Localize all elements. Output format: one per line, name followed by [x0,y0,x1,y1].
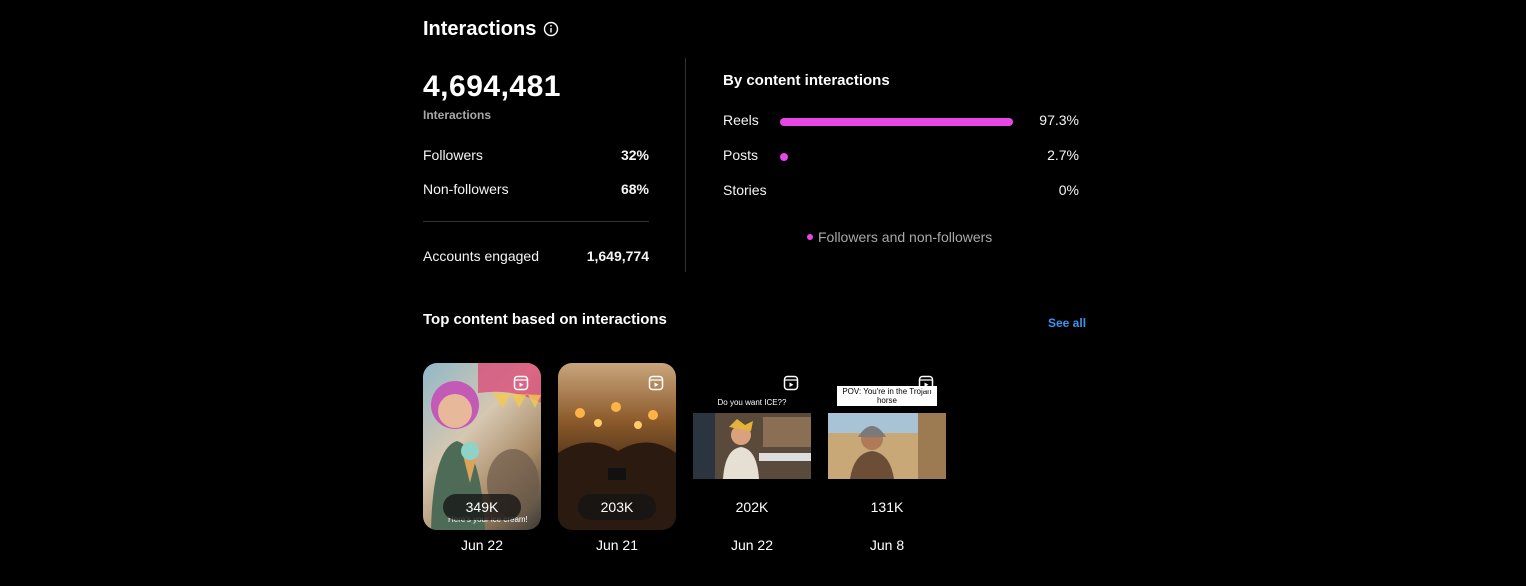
bar-track [780,118,1019,126]
legend: Followers and non-followers [807,229,992,245]
thumbnail-caption: POV: You're in the Trojan horse [837,386,937,406]
reel-thumbnail[interactable]: POV: You're in the Trojan horse 131K [828,363,946,530]
thumbnail-art [828,413,946,479]
thumbnail-art [693,413,811,479]
bar-row-posts: Posts 2.7% [723,147,1079,167]
legend-dot [807,234,813,240]
info-icon[interactable] [543,21,559,37]
bar-track [780,188,1019,196]
post-date: Jun 22 [460,537,504,553]
bar-percent: 0% [1058,182,1079,198]
bar-label: Stories [723,182,767,198]
post-date: Jun 21 [595,537,639,553]
reel-icon [513,375,529,391]
bar-track [780,153,1019,161]
reel-thumbnail[interactable]: 203K [558,363,676,530]
page-title: Interactions [423,18,537,40]
bar-percent: 97.3% [1039,112,1079,128]
interaction-count: 202K [735,499,769,515]
bar-label: Reels [723,112,759,128]
post-date: Jun 8 [869,537,905,553]
followers-label: Followers [423,147,483,163]
reel-icon [648,375,664,391]
accounts-engaged-label: Accounts engaged [423,248,539,264]
reel-icon [783,375,799,391]
reel-thumbnail[interactable]: Here's your ice cream! 349K [423,363,541,530]
bar-row-stories: Stories 0% [723,182,1079,202]
reel-icon [918,375,934,391]
non-followers-row: Non-followers 68% [423,181,649,197]
accounts-engaged-row: Accounts engaged 1,649,774 [423,248,649,264]
total-interactions-label: Interactions [423,108,492,122]
non-followers-label: Non-followers [423,181,509,197]
bar-row-reels: Reels 97.3% [723,112,1079,132]
interaction-count: 349K [443,494,521,520]
reel-thumbnail[interactable]: Do you want ICE?? 202K [693,363,811,530]
accounts-engaged-value: 1,649,774 [586,248,649,264]
summary-divider [423,221,649,222]
legend-label: Followers and non-followers [818,229,993,245]
column-divider [685,58,686,272]
post-date: Jun 22 [730,537,774,553]
followers-row: Followers 32% [423,147,649,163]
bar-label: Posts [723,147,759,163]
bar-fill-reels [780,118,1013,126]
bar-fill-posts [780,153,788,161]
non-followers-value: 68% [620,181,649,197]
total-interactions: 4,694,481 [423,70,561,103]
interaction-count: 131K [870,499,904,515]
by-content-title: By content interactions [723,72,890,89]
see-all-link[interactable]: See all [1048,316,1087,330]
top-content-title: Top content based on interactions [423,311,667,328]
interaction-count: 203K [578,494,656,520]
followers-value: 32% [620,147,649,163]
bar-percent: 2.7% [1047,147,1079,163]
thumbnail-caption: Do you want ICE?? [717,398,787,407]
